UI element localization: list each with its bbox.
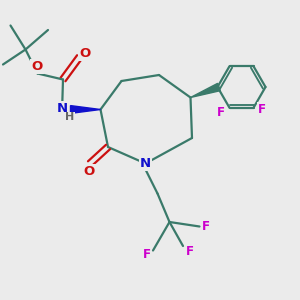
Text: F: F bbox=[186, 245, 194, 258]
Text: F: F bbox=[217, 106, 225, 119]
Text: H: H bbox=[65, 112, 74, 122]
Text: N: N bbox=[140, 157, 151, 170]
Polygon shape bbox=[190, 83, 220, 98]
Text: F: F bbox=[202, 220, 210, 233]
Text: O: O bbox=[31, 60, 43, 74]
Polygon shape bbox=[70, 106, 101, 113]
Text: N: N bbox=[56, 102, 68, 116]
Text: O: O bbox=[79, 47, 91, 60]
Text: O: O bbox=[84, 165, 95, 178]
Text: F: F bbox=[142, 248, 150, 261]
Text: F: F bbox=[258, 103, 266, 116]
